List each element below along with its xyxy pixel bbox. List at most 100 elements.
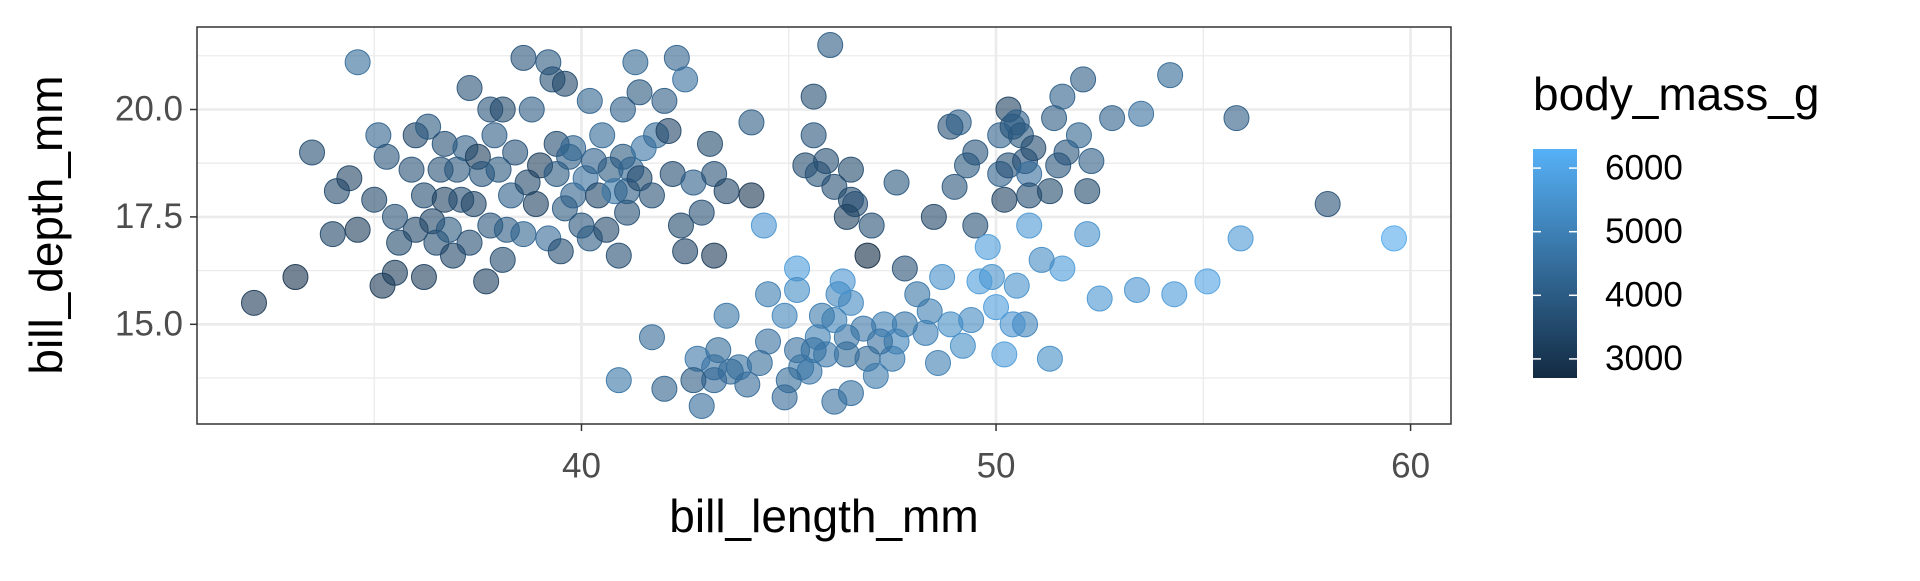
point	[651, 375, 678, 402]
point	[1020, 135, 1047, 162]
point	[920, 203, 947, 230]
point	[593, 216, 620, 243]
point	[858, 212, 885, 239]
point	[638, 324, 665, 351]
point	[684, 345, 711, 372]
point	[510, 221, 537, 248]
point	[344, 216, 371, 243]
point	[904, 281, 931, 308]
point	[771, 302, 798, 329]
point	[672, 238, 699, 265]
point	[1036, 178, 1063, 205]
legend-title: body_mass_g	[1533, 68, 1819, 120]
point	[605, 242, 632, 269]
point	[485, 156, 512, 183]
point	[983, 294, 1010, 321]
point	[713, 302, 740, 329]
point	[460, 191, 487, 218]
point	[576, 87, 603, 114]
point	[1078, 148, 1105, 175]
point	[991, 341, 1018, 368]
point	[410, 264, 437, 291]
y-axis-title: bill_depth_mm	[20, 75, 72, 374]
point	[1161, 281, 1188, 308]
legend-label: 6000	[1605, 148, 1683, 187]
point	[456, 75, 483, 102]
point	[344, 49, 371, 76]
point	[925, 349, 951, 376]
x-axis-title: bill_length_mm	[669, 490, 978, 542]
point	[817, 32, 844, 59]
point	[750, 212, 777, 239]
point	[547, 238, 574, 265]
point	[518, 96, 545, 123]
point	[1223, 105, 1250, 132]
point	[241, 289, 267, 316]
point	[1028, 246, 1055, 273]
point	[937, 311, 964, 338]
legend-label: 4000	[1605, 276, 1683, 315]
point	[609, 96, 636, 123]
point	[502, 139, 529, 166]
point	[415, 113, 442, 140]
point	[999, 311, 1026, 338]
point	[1086, 285, 1113, 312]
point	[688, 199, 715, 226]
point	[991, 186, 1018, 213]
point	[697, 130, 723, 157]
point	[373, 143, 400, 170]
point	[837, 156, 864, 183]
point	[551, 70, 578, 97]
point	[510, 44, 537, 71]
point	[784, 276, 811, 303]
point	[1036, 345, 1063, 372]
point	[605, 367, 632, 394]
point	[1194, 268, 1221, 295]
point	[1049, 83, 1076, 110]
point	[473, 268, 500, 295]
panel-border	[196, 26, 1452, 425]
point	[713, 178, 740, 205]
point	[522, 191, 549, 218]
point	[638, 182, 665, 209]
point	[1128, 100, 1155, 127]
point	[1314, 191, 1341, 218]
point	[398, 156, 425, 183]
x-tick-label: 50	[977, 446, 1016, 485]
point	[1157, 62, 1184, 89]
legend-label: 5000	[1605, 212, 1683, 251]
point	[941, 173, 968, 200]
point	[1016, 212, 1043, 239]
point	[435, 216, 462, 243]
point	[1227, 225, 1254, 252]
point	[361, 186, 388, 213]
point	[481, 122, 508, 149]
point	[319, 221, 346, 248]
x-tick-label: 40	[562, 446, 601, 485]
legend-label: 3000	[1605, 339, 1683, 378]
point	[1123, 276, 1150, 303]
point	[680, 367, 707, 394]
point	[784, 337, 811, 364]
y-tick-label: 15.0	[115, 305, 183, 344]
point	[929, 264, 956, 291]
point	[655, 117, 682, 144]
point	[672, 66, 699, 93]
colorbar	[1533, 149, 1577, 378]
point	[966, 268, 993, 295]
point	[589, 122, 616, 149]
point	[962, 139, 989, 166]
y-tick-label: 17.5	[115, 197, 183, 236]
point	[755, 281, 782, 308]
point	[738, 109, 765, 136]
point	[800, 83, 827, 110]
point	[299, 139, 326, 166]
point	[1074, 178, 1101, 205]
point	[829, 268, 856, 295]
point	[1065, 122, 1092, 149]
x-tick-label: 60	[1391, 446, 1430, 485]
point	[651, 87, 678, 114]
point	[560, 135, 587, 162]
point	[381, 203, 408, 230]
